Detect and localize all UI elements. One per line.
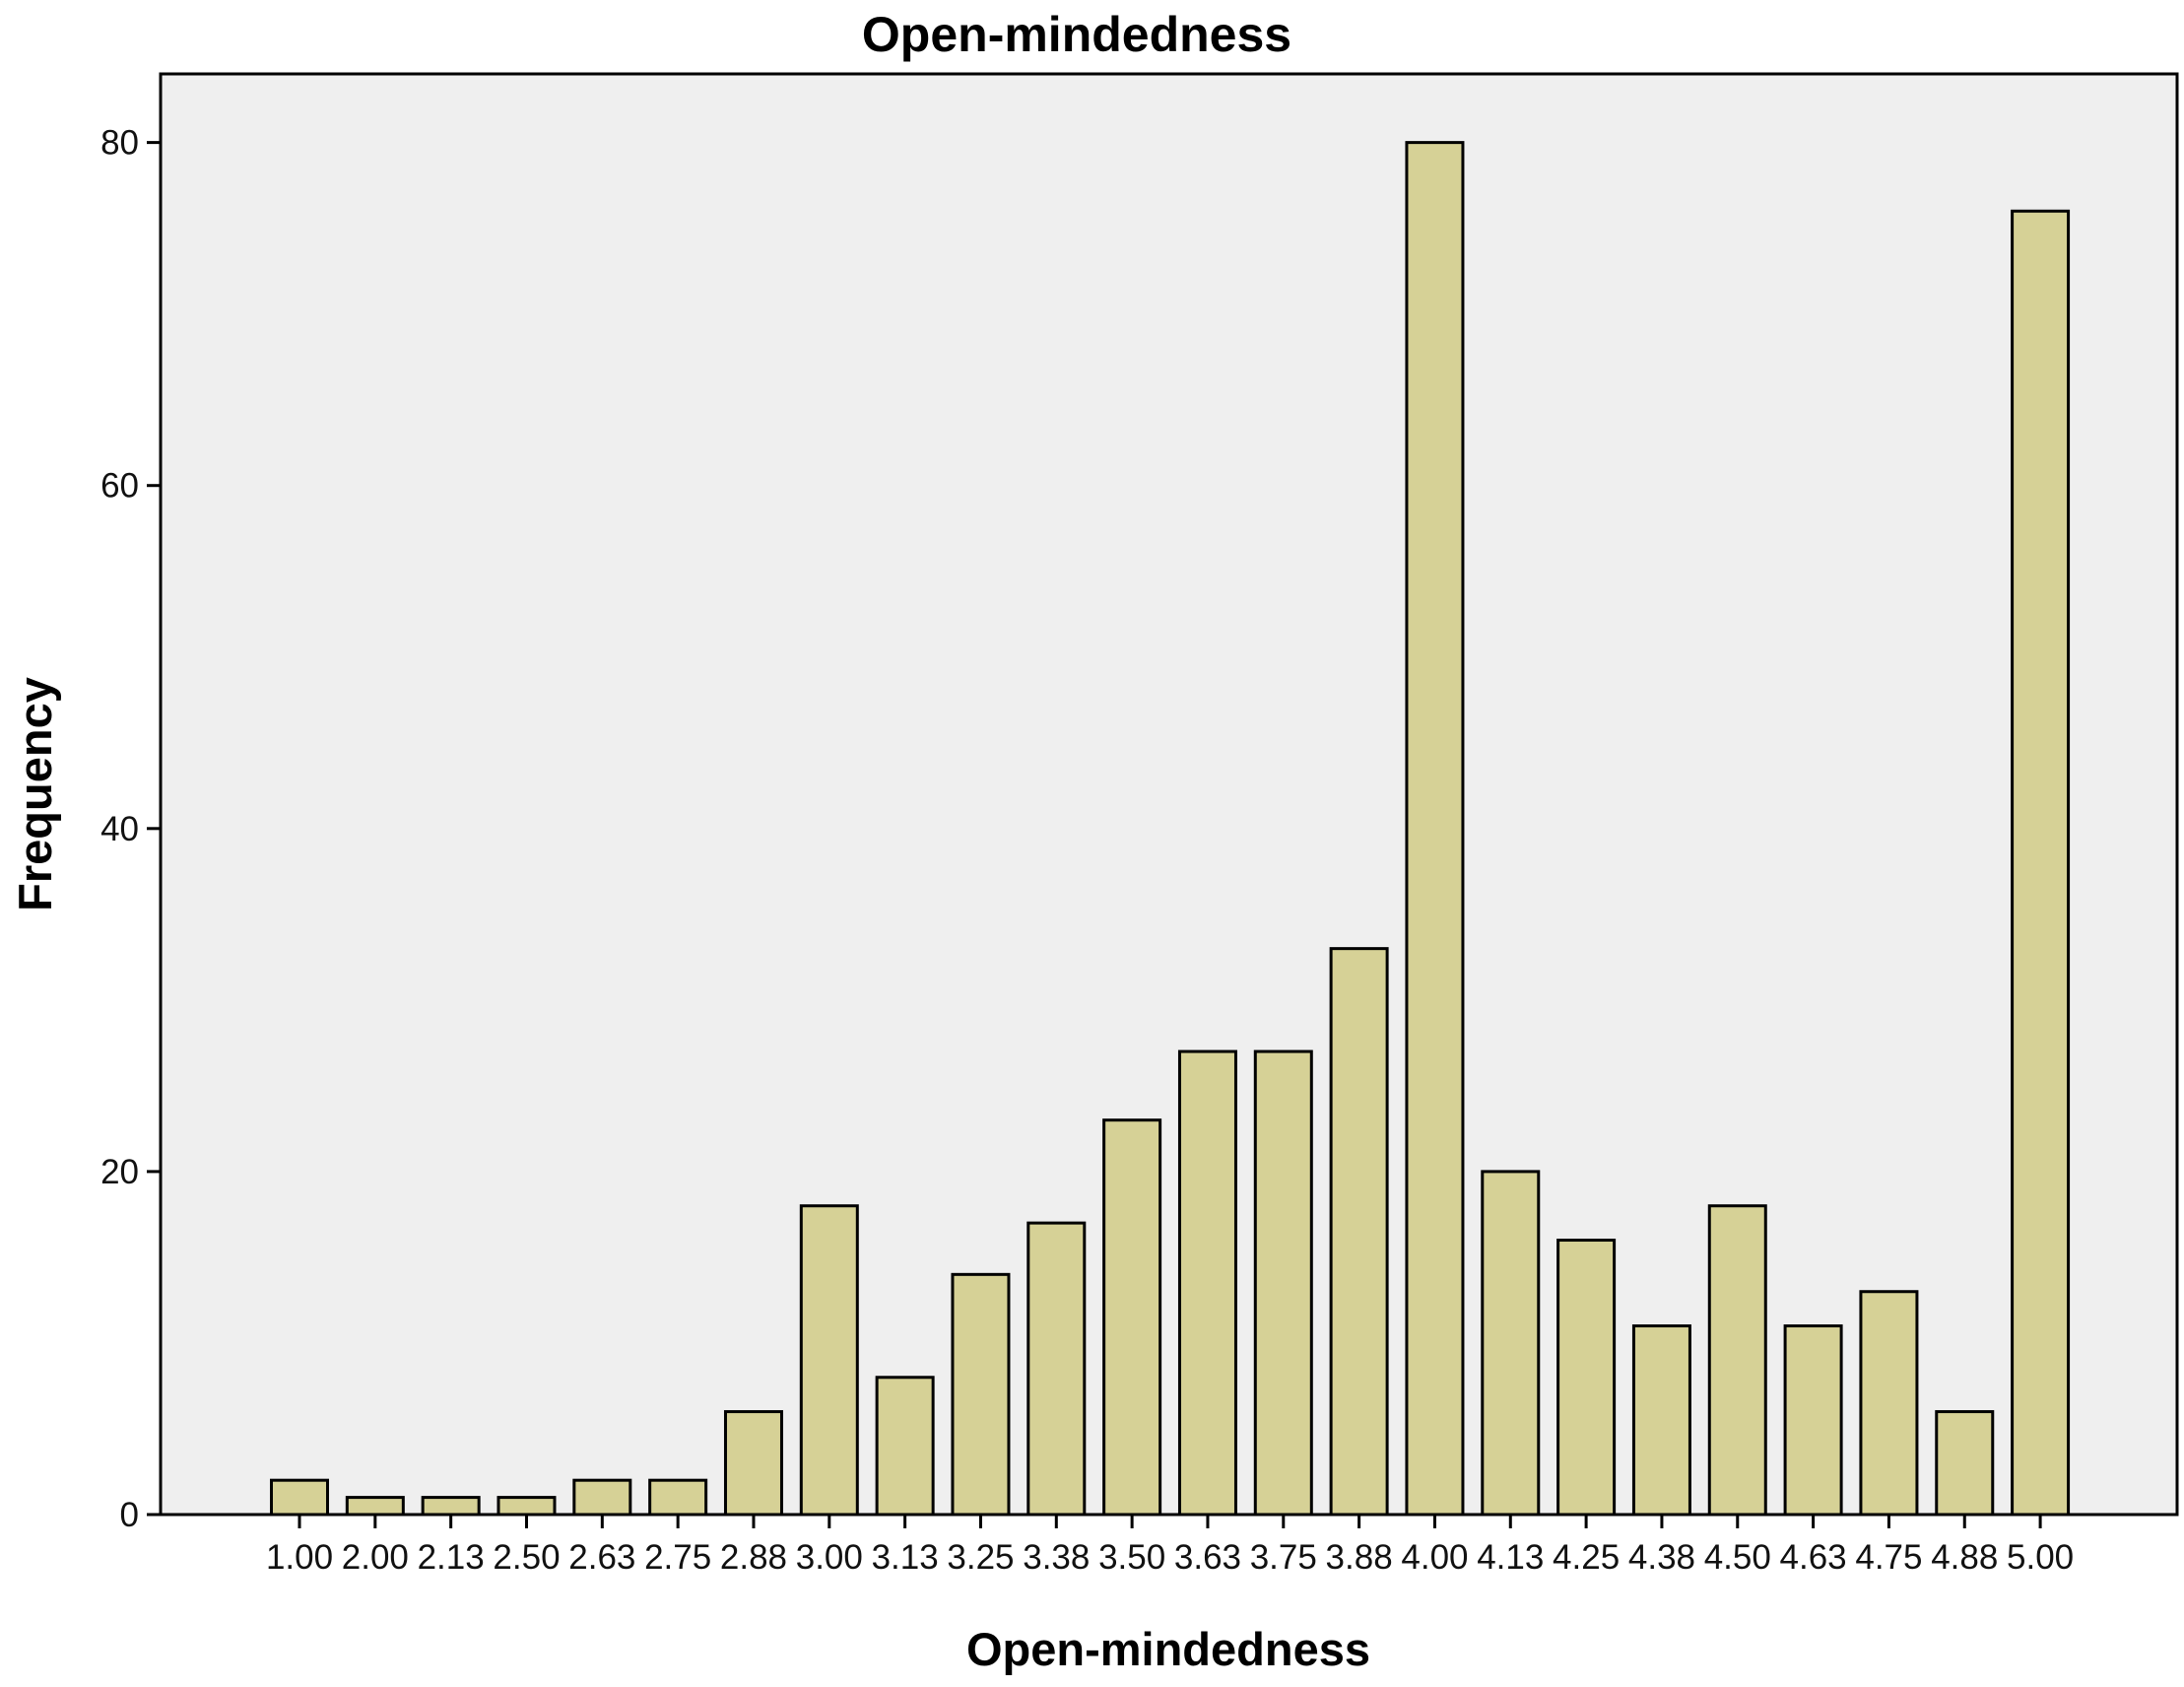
x-tick-label: 4.75: [1855, 1538, 1922, 1577]
x-axis-title: Open-mindedness: [966, 1623, 1370, 1675]
y-tick-label: 0: [120, 1496, 139, 1534]
x-tick-label: 3.50: [1098, 1538, 1165, 1577]
chart-title: Open-mindedness: [862, 7, 1291, 62]
x-tick-label: 2.63: [568, 1538, 635, 1577]
x-tick-label: 3.00: [796, 1538, 863, 1577]
x-tick-label: 2.50: [493, 1538, 560, 1577]
x-tick-label: 2.88: [720, 1538, 787, 1577]
bar-4.88: [1935, 1410, 1995, 1517]
bar-3.38: [1026, 1221, 1087, 1517]
plot-area: [159, 72, 2179, 1517]
x-tick-label: 4.88: [1931, 1538, 1998, 1577]
x-tick-label: 2.00: [342, 1538, 409, 1577]
x-tick-label: 3.63: [1174, 1538, 1241, 1577]
y-tick-label: 40: [100, 810, 139, 848]
x-tick-label: 5.00: [2007, 1538, 2074, 1577]
bar-2.50: [496, 1496, 557, 1517]
x-tick-label: 2.13: [418, 1538, 485, 1577]
bar-3.00: [799, 1204, 859, 1517]
y-axis-title: Frequency: [9, 677, 61, 911]
bar-3.88: [1329, 947, 1389, 1517]
bar-3.75: [1253, 1049, 1313, 1517]
x-tick-label: 4.63: [1780, 1538, 1847, 1577]
bar-4.38: [1631, 1324, 1691, 1517]
bar-2.13: [421, 1496, 481, 1517]
bar-series: [270, 141, 2071, 1517]
bar-2.88: [723, 1410, 783, 1517]
bar-3.50: [1102, 1118, 1162, 1517]
x-tick-label: 4.38: [1628, 1538, 1695, 1577]
bar-3.13: [875, 1376, 935, 1517]
x-tick-label: 3.88: [1326, 1538, 1393, 1577]
x-tick-label: 3.13: [872, 1538, 939, 1577]
y-tick-label: 20: [100, 1153, 139, 1191]
bar-1.00: [270, 1478, 329, 1517]
bar-2.63: [572, 1478, 632, 1517]
x-tick-label: 3.25: [947, 1538, 1014, 1577]
bar-2.00: [345, 1496, 405, 1517]
bar-2.75: [648, 1478, 708, 1517]
bar-3.25: [951, 1272, 1011, 1517]
y-tick-label: 60: [100, 467, 139, 506]
bar-5.00: [2011, 209, 2071, 1517]
x-tick-label: 4.50: [1704, 1538, 1771, 1577]
bar-4.50: [1707, 1204, 1767, 1517]
x-tick-label: 4.00: [1401, 1538, 1468, 1577]
x-axis: 1.00 2.00 2.13 2.50 2.63 2.75 2.88 3.00 3.13 3.25…: [266, 1515, 2074, 1577]
bar-4.25: [1556, 1239, 1617, 1517]
x-tick-label: 4.25: [1553, 1538, 1620, 1577]
x-tick-label: 3.38: [1023, 1538, 1090, 1577]
x-tick-label: 3.75: [1250, 1538, 1317, 1577]
x-tick-label: 2.75: [644, 1538, 711, 1577]
bar-4.63: [1783, 1324, 1843, 1517]
y-tick-label: 80: [100, 124, 139, 163]
bar-4.00: [1405, 141, 1465, 1517]
x-tick-label: 1.00: [266, 1538, 333, 1577]
bar-4.13: [1481, 1170, 1541, 1517]
x-tick-label: 4.13: [1477, 1538, 1544, 1577]
bar-4.75: [1859, 1290, 1919, 1517]
bar-3.63: [1177, 1049, 1237, 1517]
y-axis: 0 20 40 60 80: [100, 124, 161, 1534]
